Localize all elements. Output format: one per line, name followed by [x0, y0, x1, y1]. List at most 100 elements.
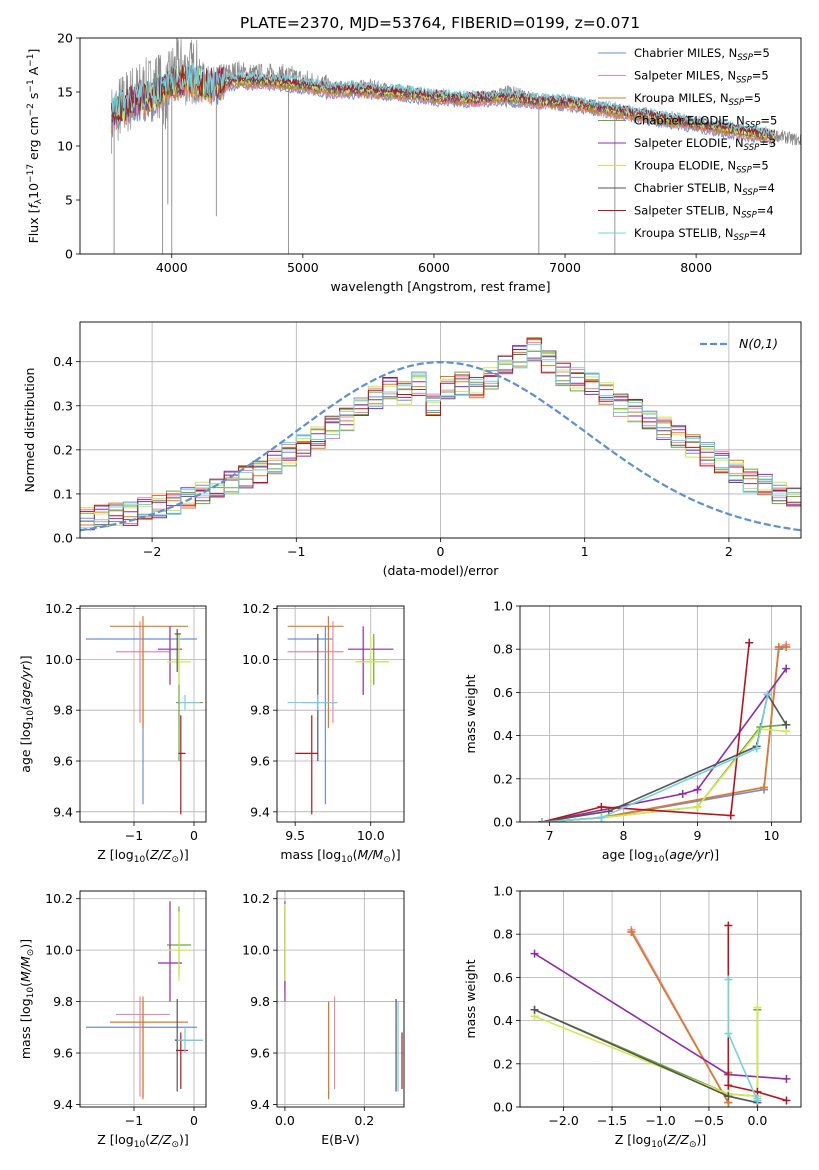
- marker-salpeter-stelib: [724, 1081, 733, 1090]
- legend-label-salpeter-elodie: Salpeter ELODIE, NSSP=3: [634, 136, 776, 153]
- x-tick-label: 0: [190, 1113, 198, 1128]
- y-tick-label: 0.0: [493, 815, 513, 830]
- plot-area-age-vs-Z: [86, 616, 203, 815]
- x-tick-label: 1: [581, 544, 589, 559]
- y-tick-label: 20: [57, 31, 73, 46]
- axes-frame: [79, 605, 207, 823]
- y-axis-label: mass [log10(M/M⊙)]: [18, 939, 36, 1059]
- line-kroupa-miles: [630, 931, 730, 1106]
- y-tick-label: 0.0: [53, 531, 73, 546]
- axes-frame: [519, 605, 802, 823]
- x-axis-label: age [log10(age/yr)]: [602, 847, 719, 865]
- marker-kroupa-stelib: [763, 690, 772, 699]
- x-tick-label: −0.5: [694, 1113, 724, 1128]
- y-tick-label: 10: [57, 139, 73, 154]
- legend-label-chabrier-stelib: Chabrier STELIB, NSSP=4: [634, 181, 775, 198]
- y-tick-label: 0.2: [493, 771, 513, 786]
- legend-label-kroupa-stelib: Kroupa STELIB, NSSP=4: [634, 226, 766, 243]
- marker-kroupa-miles: [627, 928, 636, 937]
- y-tick-label: 10.0: [242, 943, 270, 958]
- x-tick-label: 9: [693, 828, 701, 843]
- x-tick-label: −1.5: [597, 1113, 627, 1128]
- marker-kroupa-elodie: [693, 802, 702, 811]
- marker-salpeter-elodie: [678, 789, 687, 798]
- marker-salpeter-elodie: [782, 1074, 791, 1083]
- axes-mass-weight-vs-age: 7 8 9 10 0.0 0.2 0.4 0.6 0.8 1.0 age [log10(age/yr…: [463, 599, 802, 865]
- y-axis-label: Normed distribution: [22, 368, 37, 493]
- y-tick-label: 9.6: [53, 754, 73, 769]
- plot-area-mass-weight-vs-age: [538, 638, 791, 822]
- y-tick-label: 0.6: [493, 970, 513, 985]
- y-tick-label: 10.0: [45, 943, 73, 958]
- marker-kroupa-stelib: [752, 744, 761, 753]
- y-tick-label: 0.4: [493, 1013, 513, 1028]
- axes-spectrum: 4000 5000 6000 7000 8000 0 5 10 15 20 wavelength […: [26, 31, 802, 294]
- histogram-chabrier-miles: [80, 346, 801, 522]
- y-tick-label: 1.0: [493, 884, 513, 899]
- marker-chabrier-stelib: [530, 1005, 539, 1014]
- y-tick-label: 9.4: [250, 1097, 270, 1112]
- x-tick-label: 0.0: [275, 1113, 295, 1128]
- y-tick-label: 10.0: [45, 652, 73, 667]
- legend-label-salpeter-miles: Salpeter MILES, NSSP=5: [634, 69, 769, 86]
- y-tick-label: 0.2: [53, 442, 73, 457]
- y-tick-label: 0.4: [493, 728, 513, 743]
- y-tick-label: 9.4: [53, 804, 73, 819]
- x-tick-label: 5000: [287, 260, 319, 275]
- y-tick-label: 9.4: [53, 1097, 73, 1112]
- y-tick-label: 10.2: [45, 891, 73, 906]
- plot-area-residuals: [80, 337, 801, 532]
- legend-label-kroupa-miles: Kroupa MILES, NSSP=5: [634, 91, 761, 108]
- y-tick-label: 9.8: [53, 703, 73, 718]
- line-kroupa-stelib: [542, 694, 769, 822]
- axes-frame: [79, 890, 207, 1108]
- line-salpeter-elodie: [542, 668, 787, 822]
- histogram-kroupa-miles: [80, 339, 801, 526]
- axes-frame: [276, 890, 405, 1108]
- marker-kroupa-miles: [774, 643, 783, 652]
- axes-mass-vs-Z: −1 0 9.4 9.6 9.8 10.0 10.2 Z [log10(Z/Z⊙)] mass …: [18, 890, 207, 1150]
- y-tick-label: 0.1: [53, 486, 73, 501]
- line-kroupa-elodie: [542, 728, 787, 822]
- y-tick-label: 9.8: [250, 703, 270, 718]
- y-axis-label: Flux [fλ10−17 erg cm−2 s−1 A−1]: [26, 49, 44, 244]
- marker-kroupa-stelib: [538, 818, 547, 822]
- y-tick-label: 9.6: [250, 1046, 270, 1061]
- plot-area-mass-weight-vs-Z: [530, 921, 791, 1107]
- marker-salpeter-stelib: [726, 811, 735, 820]
- line-chabrier-miles: [542, 646, 787, 822]
- x-tick-label: 8000: [680, 260, 712, 275]
- y-axis-label: age [log10(age/yr)]: [18, 655, 36, 772]
- line-kroupa-stelib: [727, 979, 759, 1101]
- x-axis-label: Z [log10(Z/Z⊙)]: [615, 1132, 707, 1150]
- axes-age-vs-Z: −1 0 9.4 9.6 9.8 10.0 10.2 Z [log10(Z/Z⊙)] age […: [18, 601, 207, 865]
- figure-title: PLATE=2370, MJD=53764, FIBERID=0199, z=0…: [240, 14, 640, 32]
- y-tick-label: 10.2: [242, 601, 270, 616]
- x-axis-label: Z [log10(Z/Z⊙)]: [97, 847, 189, 865]
- histogram-salpeter-stelib: [80, 338, 801, 526]
- x-axis-label: (data-model)/error: [383, 563, 500, 578]
- axes-frame: [79, 321, 802, 539]
- marker-kroupa-stelib: [724, 1029, 733, 1038]
- y-tick-label: 10.2: [45, 601, 73, 616]
- axes-residuals: −2 −1 0 1 2 0.0 0.1 0.2 0.3 0.4 (data-model)/error…: [22, 321, 802, 578]
- legend-label-chabrier-miles: Chabrier MILES, NSSP=5: [634, 46, 770, 63]
- marker-salpeter-elodie: [782, 664, 791, 673]
- marker-salpeter-stelib: [782, 1096, 791, 1105]
- marker-kroupa-stelib: [724, 975, 733, 984]
- marker-chabrier-stelib: [782, 720, 791, 729]
- y-tick-label: 0.8: [493, 642, 513, 657]
- marker-salpeter-stelib: [724, 921, 733, 930]
- legend-label-salpeter-stelib: Salpeter STELIB, NSSP=4: [634, 204, 774, 221]
- x-tick-label: 0: [437, 544, 445, 559]
- legend-label-kroupa-elodie: Kroupa ELODIE, NSSP=5: [634, 159, 769, 176]
- model-line-kroupa-stelib: [111, 63, 775, 137]
- x-tick-label: 0: [190, 828, 198, 843]
- y-tick-label: 0.6: [493, 685, 513, 700]
- x-tick-label: 7: [546, 828, 554, 843]
- marker-kroupa-elodie: [753, 1003, 762, 1012]
- y-tick-label: 1.0: [493, 599, 513, 614]
- y-tick-label: 9.6: [53, 1046, 73, 1061]
